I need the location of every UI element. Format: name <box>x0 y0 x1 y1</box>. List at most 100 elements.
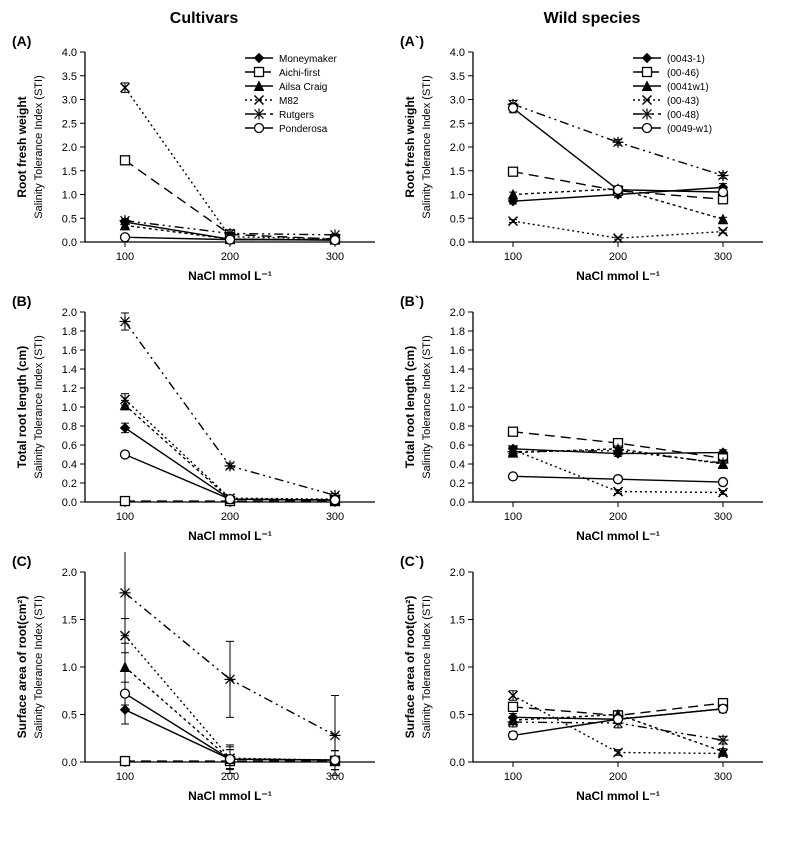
x-tick-label: 200 <box>221 251 239 263</box>
y-axis-label-sub: Salinity Tolerance Index (STI) <box>33 595 45 738</box>
y-tick-label: 2.0 <box>62 142 77 154</box>
x-axis-label: NaCl mmol L⁻¹ <box>188 269 272 283</box>
chart-grid: Cultivars Wild species (A)Root fresh wei… <box>10 10 786 812</box>
y-tick-label: 0.2 <box>450 478 465 490</box>
x-axis-label: NaCl mmol L⁻¹ <box>576 269 660 283</box>
y-tick-label: 2.0 <box>450 142 465 154</box>
series-line <box>513 221 723 238</box>
y-tick-label: 1.2 <box>450 383 465 395</box>
y-axis-label-main: Surface area of root(cm²) <box>15 596 29 739</box>
y-tick-label: 3.5 <box>62 71 77 83</box>
y-tick-label: 1.6 <box>450 345 465 357</box>
panel-B-prime: (B`)Total root length (cm)Salinity Toler… <box>398 292 778 552</box>
x-axis-label: NaCl mmol L⁻¹ <box>188 529 272 543</box>
x-axis-label: NaCl mmol L⁻¹ <box>576 529 660 543</box>
y-tick-label: 2.0 <box>450 567 465 579</box>
y-axis-label-main: Root fresh weight <box>403 96 417 197</box>
y-tick-label: 1.5 <box>62 615 77 627</box>
chart-svg: (C) Surface area of root(cm²) Salinity Tol… <box>10 552 390 812</box>
panel-B: (B) Total root length (cm) Salinity Tolera… <box>10 292 390 552</box>
y-tick-label: 0.0 <box>62 497 77 509</box>
y-tick-label: 0.0 <box>450 237 465 249</box>
y-tick-label: 0.5 <box>62 213 77 225</box>
x-tick-label: 200 <box>609 251 627 263</box>
y-tick-label: 0.5 <box>62 710 77 722</box>
y-axis-label-main: Total root length (cm) <box>15 346 29 468</box>
legend-label: Ponderosa <box>279 124 328 135</box>
y-tick-label: 1.8 <box>62 326 77 338</box>
panel-tag: (B) <box>12 293 31 309</box>
y-axis-label-sub: Salinity Tolerance Index (STI) <box>33 75 45 218</box>
x-axis-label: NaCl mmol L⁻¹ <box>188 789 272 803</box>
chart-svg: (C`)Surface area of root(cm²)Salinity To… <box>398 552 778 812</box>
panel-A: (A)Root fresh weightSalinity Tolerance I… <box>10 32 390 292</box>
x-tick-label: 100 <box>116 251 134 263</box>
y-tick-label: 2.0 <box>450 307 465 319</box>
panel-tag: (A`) <box>400 33 424 49</box>
x-tick-label: 100 <box>504 511 522 523</box>
y-tick-label: 3.5 <box>450 71 465 83</box>
y-tick-label: 4.0 <box>450 47 465 59</box>
y-tick-label: 2.5 <box>62 118 77 130</box>
x-tick-label: 200 <box>609 771 627 783</box>
y-tick-label: 0.8 <box>62 421 77 433</box>
y-tick-label: 0.6 <box>62 440 77 452</box>
y-tick-label: 1.5 <box>62 166 77 178</box>
x-tick-label: 200 <box>221 511 239 523</box>
legend-label: (0043-1) <box>667 54 705 65</box>
x-tick-label: 100 <box>116 511 134 523</box>
y-tick-label: 0.0 <box>450 497 465 509</box>
chart-svg: (A)Root fresh weightSalinity Tolerance I… <box>10 32 390 292</box>
y-tick-label: 3.0 <box>62 95 77 107</box>
x-tick-label: 300 <box>714 251 732 263</box>
panel-A-prime: (A`) Root fresh weight Salinity Tolerance … <box>398 32 778 292</box>
col-title-cultivars: Cultivars <box>10 10 398 32</box>
y-tick-label: 1.8 <box>450 326 465 338</box>
y-axis-label-sub: Salinity Tolerance Index (STI) <box>33 335 45 478</box>
legend-label: Aichi-first <box>279 68 320 79</box>
legend-label: M82 <box>279 96 299 107</box>
y-tick-label: 1.0 <box>62 662 77 674</box>
x-tick-label: 300 <box>714 771 732 783</box>
y-axis-label-sub: Salinity Tolerance Index (STI) <box>421 75 433 218</box>
legend-label: (0041w1) <box>667 82 709 93</box>
y-axis-label-sub: Salinity Tolerance Index (STI) <box>421 595 433 738</box>
panel-C-prime: (C`)Surface area of root(cm²)Salinity To… <box>398 552 778 812</box>
x-tick-label: 100 <box>504 771 522 783</box>
chart-svg: (B`)Total root length (cm)Salinity Toler… <box>398 292 778 552</box>
y-tick-label: 2.0 <box>62 567 77 579</box>
y-tick-label: 0.5 <box>450 710 465 722</box>
y-tick-label: 1.0 <box>450 662 465 674</box>
x-tick-label: 100 <box>504 251 522 263</box>
y-tick-label: 1.2 <box>62 383 77 395</box>
col-title-wild: Wild species <box>398 10 786 32</box>
y-tick-label: 0.4 <box>62 459 77 471</box>
y-tick-label: 1.0 <box>62 402 77 414</box>
legend-label: (00-46) <box>667 68 699 79</box>
panel-tag: (C) <box>12 553 31 569</box>
y-tick-label: 2.0 <box>62 307 77 319</box>
y-tick-label: 0.0 <box>450 757 465 769</box>
y-tick-label: 0.4 <box>450 459 465 471</box>
chart-svg: (A`) Root fresh weight Salinity Tolerance … <box>398 32 778 292</box>
x-axis-label: NaCl mmol L⁻¹ <box>576 789 660 803</box>
y-tick-label: 0.8 <box>450 421 465 433</box>
panel-C: (C) Surface area of root(cm²) Salinity Tol… <box>10 552 390 812</box>
y-tick-label: 1.0 <box>62 190 77 202</box>
y-tick-label: 0.0 <box>62 757 77 769</box>
y-tick-label: 4.0 <box>62 47 77 59</box>
x-tick-label: 300 <box>326 511 344 523</box>
y-tick-label: 1.0 <box>450 402 465 414</box>
y-tick-label: 0.6 <box>450 440 465 452</box>
y-tick-label: 1.5 <box>450 615 465 627</box>
y-tick-label: 1.6 <box>62 345 77 357</box>
legend-label: (00-43) <box>667 96 699 107</box>
panel-tag: (C`) <box>400 553 424 569</box>
y-tick-label: 2.5 <box>450 118 465 130</box>
legend-label: Ailsa Craig <box>279 82 327 93</box>
y-axis-label-main: Root fresh weight <box>15 96 29 197</box>
y-tick-label: 0.0 <box>62 237 77 249</box>
legend-label: (00-48) <box>667 110 699 121</box>
y-tick-label: 0.2 <box>62 478 77 490</box>
x-tick-label: 300 <box>714 511 732 523</box>
